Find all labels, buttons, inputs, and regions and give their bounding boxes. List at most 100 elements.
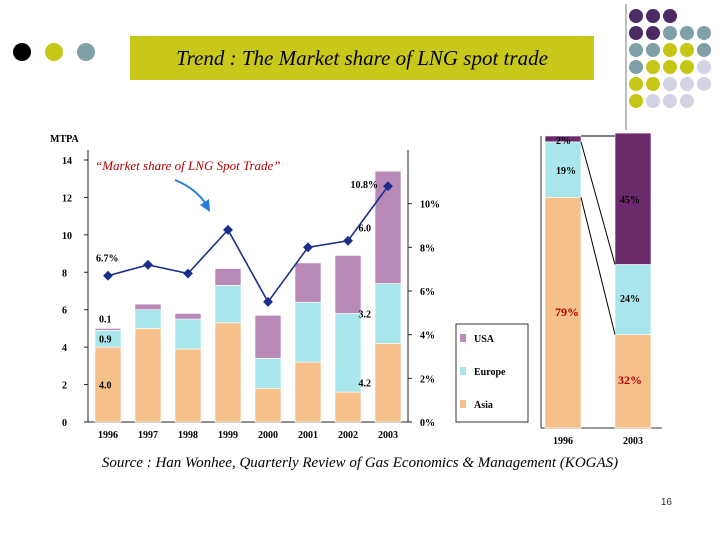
decoration-dot-icon xyxy=(663,26,677,40)
legend-label: USA xyxy=(474,334,495,345)
y-tick-label: 8 xyxy=(62,268,67,279)
bar-segment-usa xyxy=(334,255,362,314)
decoration-dot-icon xyxy=(646,77,660,91)
bar-segment-asia xyxy=(374,343,402,423)
decoration-dot-icon xyxy=(629,94,643,108)
y2-tick-label: 2% xyxy=(420,374,435,385)
spot-share-point xyxy=(343,235,353,246)
y2-tick-label: 0% xyxy=(420,418,435,429)
decoration-dot-icon xyxy=(680,60,694,74)
pct-x-tick-label: 2003 xyxy=(623,436,643,447)
x-tick-label: 2000 xyxy=(258,430,278,441)
olive-dot-icon xyxy=(45,43,63,61)
decoration-dot-icon xyxy=(646,43,660,57)
line-point-label: 10.8% xyxy=(351,180,379,191)
y-tick-label: 12 xyxy=(62,193,72,204)
pct-segment-label: 79% xyxy=(555,305,579,319)
x-tick-label: 1997 xyxy=(138,430,158,441)
pct-bar-segment-asia xyxy=(544,197,582,429)
slide-title: Trend : The Market share of LNG spot tra… xyxy=(176,46,548,70)
bar-segment-asia xyxy=(134,328,162,423)
x-tick-label: 1999 xyxy=(218,430,238,441)
decoration-dot-icon xyxy=(663,77,677,91)
segment-value-label: 4.2 xyxy=(359,379,372,390)
pct-segment-label: 45% xyxy=(620,195,640,206)
bar-segment-usa xyxy=(94,328,122,331)
y-tick-label: 4 xyxy=(62,343,67,354)
decoration-dot-icon xyxy=(646,9,660,23)
spot-share-point xyxy=(303,242,313,253)
pct-bar-segment-asia xyxy=(614,334,652,429)
legend-label: Asia xyxy=(474,400,493,411)
pct-segment-label: 2% xyxy=(556,136,571,147)
pct-bar-segment-usa xyxy=(544,135,582,143)
bar-segment-asia xyxy=(294,361,322,423)
decorative-dots-left xyxy=(13,43,95,61)
market-chart: MTPA 0 2 4 6 8 10 12 14 0% 2% 4% 6% 8% 10% 1996 1997 1998… xyxy=(50,132,662,447)
pct-bar-segment-usa xyxy=(614,132,652,265)
bar-segment-asia xyxy=(254,388,282,423)
y-tick-label: 14 xyxy=(62,156,72,167)
bar-segment-europe xyxy=(254,358,282,389)
decoration-dot-icon xyxy=(680,77,694,91)
segment-value-label: 4.0 xyxy=(99,381,112,392)
source-citation: Source : Han Wonhee, Quarterly Review of… xyxy=(101,455,619,471)
bar-segment-europe xyxy=(294,301,322,363)
decoration-dot-icon xyxy=(680,94,694,108)
decoration-dot-icon xyxy=(629,77,643,91)
spot-share-point xyxy=(103,270,113,281)
legend-swatch xyxy=(460,400,466,408)
decoration-dot-icon xyxy=(629,9,643,23)
decoration-dot-icon xyxy=(680,43,694,57)
y-tick-label: 6 xyxy=(62,306,67,317)
decoration-dot-icon xyxy=(629,43,643,57)
spot-share-point xyxy=(223,224,233,235)
y2-tick-label: 4% xyxy=(420,331,435,342)
y-axis-label: MTPA xyxy=(50,134,79,145)
decoration-dot-icon xyxy=(663,60,677,74)
bar-segment-asia xyxy=(334,391,362,423)
x-tick-label: 2001 xyxy=(298,430,318,441)
bar-segment-europe xyxy=(174,318,202,350)
y2-tick-label: 10% xyxy=(420,200,440,211)
bar-segment-asia xyxy=(174,348,202,423)
bar-segment-usa xyxy=(214,268,242,286)
decoration-dot-icon xyxy=(663,94,677,108)
y2-tick-label: 6% xyxy=(420,287,435,298)
decoration-dot-icon xyxy=(680,26,694,40)
decoration-dot-icon xyxy=(697,26,711,40)
spot-share-point xyxy=(143,259,153,270)
decoration-dot-icon xyxy=(629,60,643,74)
line-annotation: “Market share of LNG Spot Trade” xyxy=(95,158,281,173)
decoration-dot-icon xyxy=(663,9,677,23)
y-tick-label: 10 xyxy=(62,231,72,242)
decoration-dot-icon xyxy=(646,94,660,108)
y2-tick-label: 8% xyxy=(420,243,435,254)
pct-connector xyxy=(580,141,616,265)
bar-segment-usa xyxy=(294,262,322,303)
spot-share-point xyxy=(183,268,193,279)
title-banner: Trend : The Market share of LNG spot tra… xyxy=(130,36,594,80)
legend-box xyxy=(455,323,529,423)
bar-segment-usa xyxy=(254,315,282,359)
decoration-dot-icon xyxy=(646,26,660,40)
segment-value-label: 0.1 xyxy=(99,314,112,325)
spot-share-point xyxy=(383,181,393,192)
annotation-arrowhead-icon xyxy=(200,199,210,212)
decoration-dot-icon xyxy=(697,43,711,57)
decorative-dot-grid xyxy=(625,4,711,130)
pct-bar-segment-europe xyxy=(544,141,582,198)
bar-segment-usa xyxy=(174,313,202,320)
pct-segment-label: 24% xyxy=(620,294,640,305)
y-tick-label: 2 xyxy=(62,381,67,392)
pct-segment-label: 19% xyxy=(556,166,576,177)
segment-value-label: 3.2 xyxy=(359,309,372,320)
teal-dot-icon xyxy=(77,43,95,61)
decoration-dot-icon xyxy=(646,60,660,74)
spot-share-line xyxy=(107,185,389,304)
bar-segment-europe xyxy=(334,313,362,393)
pct-bar-segment-europe xyxy=(614,264,652,335)
legend-swatch xyxy=(460,334,466,342)
segment-value-label: 0.9 xyxy=(99,335,112,346)
